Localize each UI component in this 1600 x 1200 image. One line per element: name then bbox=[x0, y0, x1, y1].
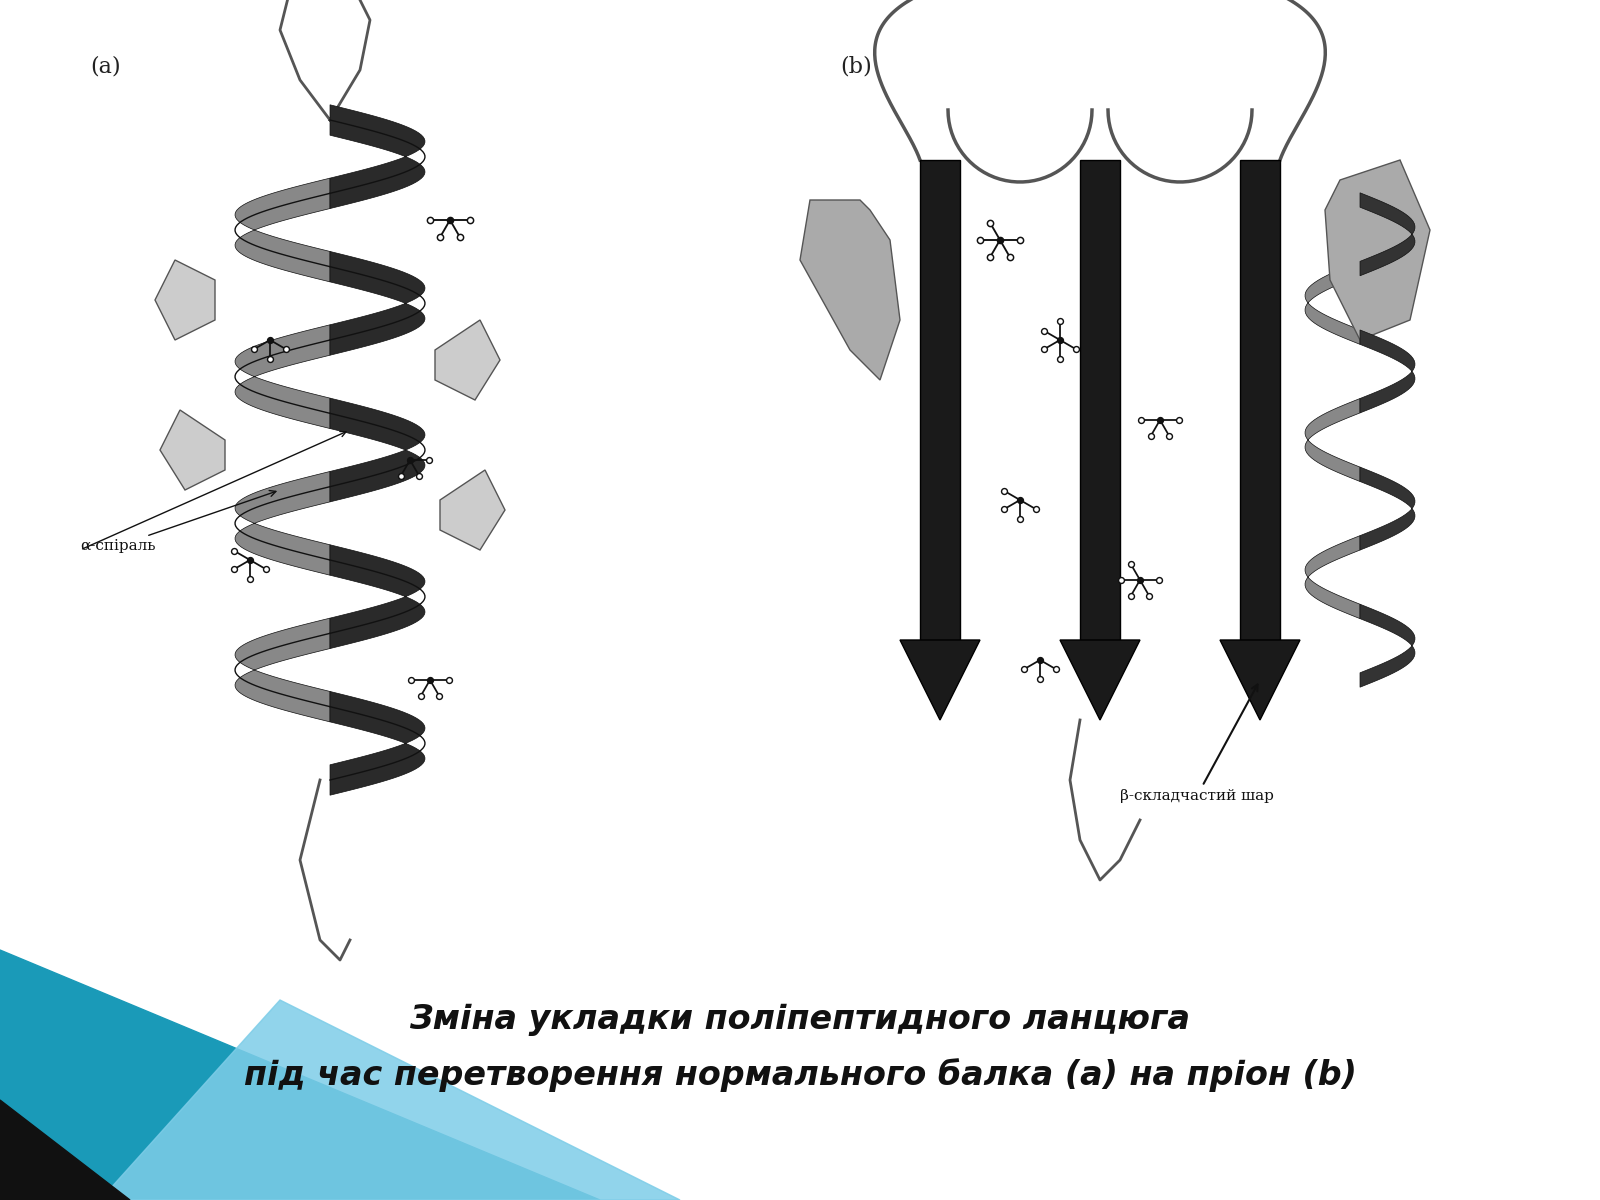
Polygon shape bbox=[1360, 193, 1414, 276]
Polygon shape bbox=[235, 325, 330, 428]
Polygon shape bbox=[1240, 160, 1280, 640]
Polygon shape bbox=[435, 320, 499, 400]
Polygon shape bbox=[155, 260, 214, 340]
Polygon shape bbox=[1059, 640, 1139, 720]
Text: під час перетворення нормального балка (a) на пріон (b): під час перетворення нормального балка (… bbox=[243, 1058, 1357, 1092]
Polygon shape bbox=[1306, 398, 1360, 481]
Polygon shape bbox=[1360, 605, 1414, 688]
Polygon shape bbox=[0, 950, 600, 1200]
Polygon shape bbox=[1360, 330, 1414, 413]
Polygon shape bbox=[330, 252, 426, 355]
Polygon shape bbox=[330, 398, 426, 502]
Polygon shape bbox=[99, 1000, 680, 1200]
Polygon shape bbox=[1360, 467, 1414, 550]
Polygon shape bbox=[235, 472, 330, 575]
Polygon shape bbox=[1221, 640, 1299, 720]
Text: (a): (a) bbox=[90, 55, 120, 77]
Polygon shape bbox=[440, 470, 506, 550]
Polygon shape bbox=[235, 178, 330, 282]
Text: α-спіраль: α-спіраль bbox=[80, 491, 275, 553]
Polygon shape bbox=[160, 410, 226, 490]
Polygon shape bbox=[0, 1100, 130, 1200]
Text: Зміна укладки поліпептидного ланцюга: Зміна укладки поліпептидного ланцюга bbox=[410, 1003, 1190, 1037]
Text: (b): (b) bbox=[840, 55, 872, 77]
Polygon shape bbox=[1306, 535, 1360, 619]
Polygon shape bbox=[1306, 262, 1360, 344]
Polygon shape bbox=[330, 545, 426, 648]
Polygon shape bbox=[899, 640, 979, 720]
Polygon shape bbox=[1325, 160, 1430, 340]
Polygon shape bbox=[800, 200, 899, 380]
Polygon shape bbox=[1080, 160, 1120, 640]
Polygon shape bbox=[235, 618, 330, 722]
Text: β-складчастий шар: β-складчастий шар bbox=[1120, 684, 1274, 803]
Polygon shape bbox=[920, 160, 960, 640]
Polygon shape bbox=[330, 104, 426, 209]
Polygon shape bbox=[330, 691, 426, 796]
